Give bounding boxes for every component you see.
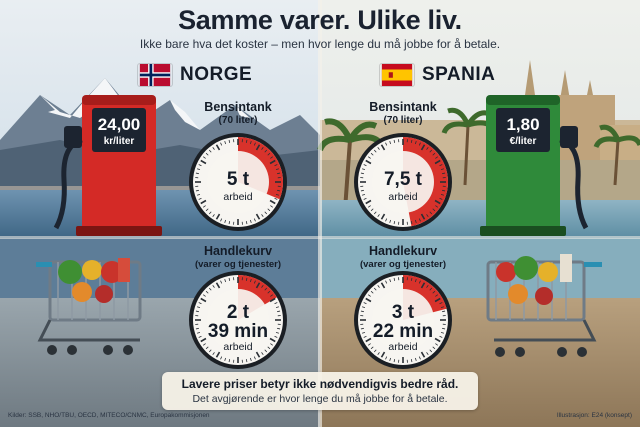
- norway-fuel-price: 24,00 kr/liter: [95, 115, 143, 147]
- time-minutes: 39 min: [207, 321, 269, 342]
- fuel-label: Bensintank: [204, 100, 272, 114]
- time-unit: arbeid: [388, 341, 418, 353]
- page-subtitle: Ikke bare hva det koster – men hvor leng…: [139, 37, 501, 51]
- time-value: 7,5 t: [383, 169, 423, 190]
- country-header-spain: SPANIA: [380, 64, 495, 86]
- basket-sublabel: (varer og tjenester): [194, 259, 282, 270]
- country-header-norway: NORGE: [138, 64, 252, 86]
- spain-fuel-time: 7,5 t arbeid: [363, 170, 443, 203]
- spain-fuel-clock: [354, 133, 452, 231]
- country-name: SPANIA: [422, 64, 496, 85]
- spain-basket-time: 3 t 22 min arbeid: [363, 303, 443, 353]
- time-unit: arbeid: [388, 191, 418, 203]
- conclusion-line-1: Lavere priser betyr ikke nødvendigvis be…: [181, 377, 459, 391]
- fuel-price-unit: €/liter: [509, 136, 537, 147]
- conclusion-line-2: Det avgjørende er hvor lenge du må jobbe…: [192, 393, 448, 405]
- basket-label: Handlekurv: [203, 244, 273, 258]
- page-title: Samme varer. Ulike liv.: [178, 5, 462, 35]
- spain-basket-label: Handlekurv (varer og tjenester): [343, 244, 463, 270]
- norway-fuel-time: 5 t arbeid: [198, 170, 278, 203]
- norway-basket-clock: [189, 271, 287, 369]
- time-unit: arbeid: [223, 191, 253, 203]
- spain-fuel-label: Bensintank (70 liter): [348, 100, 458, 126]
- fuel-price-value: 24,00: [97, 115, 141, 134]
- time-minutes: 22 min: [372, 321, 434, 342]
- illustration-credit: Illustrasjon: E24 (konsept): [556, 412, 632, 419]
- norway-fuel-clock: [189, 133, 287, 231]
- time-hours: 2 t: [226, 302, 250, 323]
- time-hours: 3 t: [391, 302, 415, 323]
- norway-shopping-cart: [36, 258, 142, 355]
- norway-basket-time: 2 t 39 min arbeid: [198, 303, 278, 353]
- spain-flag-icon: [381, 64, 413, 86]
- basket-sublabel: (varer og tjenester): [359, 259, 447, 270]
- fuel-label: Bensintank: [369, 100, 437, 114]
- spain-basket-clock: [354, 271, 452, 369]
- spain-shopping-cart: [486, 254, 602, 357]
- conclusion-box: Lavere priser betyr ikke nødvendigvis be…: [162, 372, 478, 410]
- time-unit: arbeid: [223, 341, 253, 353]
- fuel-price-unit: kr/liter: [103, 136, 135, 147]
- source-credit: Kilder: SSB, NHO/TBU, OECD, MITECO/CNMC,…: [8, 412, 210, 419]
- country-name: NORGE: [180, 64, 253, 85]
- basket-label: Handlekurv: [368, 244, 438, 258]
- norway-flag-icon: [139, 64, 171, 86]
- spain-fuel-price: 1,80 €/liter: [499, 115, 547, 147]
- fuel-price-value: 1,80: [506, 115, 540, 134]
- norway-fuel-label: Bensintank (70 liter): [183, 100, 293, 126]
- time-value: 5 t: [226, 169, 250, 190]
- fuel-sublabel: (70 liter): [218, 115, 258, 126]
- fuel-sublabel: (70 liter): [383, 115, 423, 126]
- norway-basket-label: Handlekurv (varer og tjenester): [178, 244, 298, 270]
